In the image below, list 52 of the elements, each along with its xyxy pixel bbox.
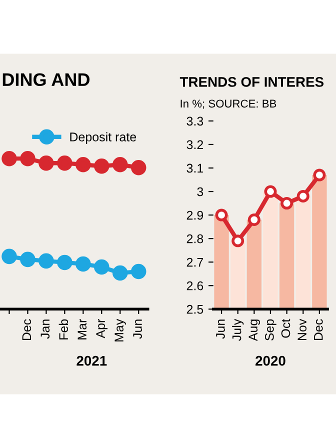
point xyxy=(94,158,110,174)
point xyxy=(130,264,146,280)
point xyxy=(76,256,91,272)
x-tick-label: Dec xyxy=(314,319,323,340)
y-tick-label: 2.8 xyxy=(186,234,204,244)
y-tick-label: 2.7 xyxy=(186,258,204,267)
point xyxy=(248,213,260,226)
point xyxy=(232,234,244,248)
point xyxy=(20,252,36,268)
x-tick-label: Jun xyxy=(133,320,142,339)
y-tick-label: 3.2 xyxy=(186,140,204,150)
point xyxy=(280,197,294,210)
x-tick-label: Nov xyxy=(298,318,306,340)
chart-subtitle: In %; SOURCE: BB xyxy=(180,100,276,109)
y-tick-label: 2.5 xyxy=(186,304,204,314)
x-tick-label: Jan xyxy=(40,320,50,339)
point xyxy=(38,155,54,171)
legend-label: Deposit rate xyxy=(70,132,136,144)
text: 2020 xyxy=(256,356,286,366)
point xyxy=(2,150,17,166)
point xyxy=(130,160,146,176)
point xyxy=(296,190,310,202)
chart-title: TRENDS OF INTERES xyxy=(180,77,324,87)
x-tick-label: Aug xyxy=(248,320,260,342)
x-tick-label: Apr xyxy=(96,319,108,338)
x-tick-label: Jun xyxy=(216,320,225,339)
x-tick-label: Sep xyxy=(264,319,276,341)
x-tick-label: July xyxy=(232,318,244,341)
point xyxy=(57,155,72,171)
x-tick-label: Dec xyxy=(22,319,32,340)
point xyxy=(264,185,277,198)
point xyxy=(76,156,91,172)
x-tick-label: Mar xyxy=(78,319,87,340)
y-tick-label: 3 xyxy=(197,187,204,196)
point xyxy=(2,248,17,264)
point xyxy=(38,253,54,269)
point xyxy=(20,150,36,166)
chart-title: DING AND xyxy=(2,73,90,86)
point xyxy=(57,254,72,270)
point xyxy=(94,259,110,275)
y-tick-label: 2.6 xyxy=(186,281,204,290)
x-tick-label: Oct xyxy=(281,318,290,338)
y-tick-label: 3.1 xyxy=(186,164,204,173)
y-tick-label: 3.3 xyxy=(186,116,204,126)
point xyxy=(112,156,128,172)
x-tick-label: May xyxy=(114,318,126,342)
y-tick-label: 2.9 xyxy=(186,210,204,220)
point xyxy=(313,168,326,182)
text: 2021 xyxy=(76,356,107,366)
x-tick-label: Feb xyxy=(58,319,68,340)
point xyxy=(215,208,228,222)
point xyxy=(112,265,128,281)
